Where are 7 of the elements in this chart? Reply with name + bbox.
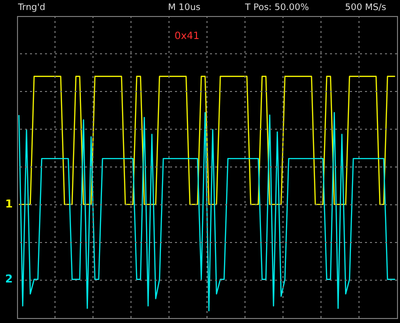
- text: T Pos: 50.00%: [244, 3, 310, 13]
- series-label: 1: [5, 197, 13, 210]
- text: 500 MS/s: [345, 3, 387, 13]
- text: 0x41: [174, 31, 200, 42]
- text: Trng'd: [17, 3, 46, 13]
- text: M 10us: [168, 3, 201, 13]
- series-label: 2: [5, 272, 13, 286]
